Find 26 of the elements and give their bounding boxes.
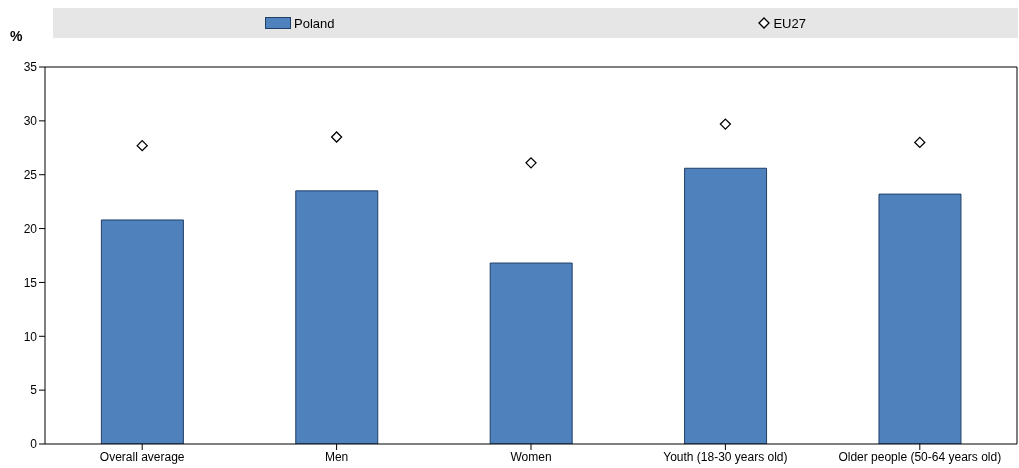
y-tick-label: 10 (23, 329, 38, 344)
point (719, 118, 732, 130)
y-tick-label: 15 (23, 275, 38, 290)
point (525, 157, 537, 169)
y-tick-label: 5 (30, 383, 38, 398)
x-tick-label: Youth (18-30 years old) (663, 449, 788, 464)
legend-label: EU27 (773, 15, 806, 31)
y-tick-label: 20 (23, 221, 38, 236)
point (330, 131, 343, 143)
y-tick-label: 35 (23, 60, 38, 75)
bar (489, 262, 573, 444)
bar (295, 190, 379, 444)
x-tick-label: Men (324, 449, 349, 464)
y-axis-title: % (10, 28, 23, 44)
x-tick-label: Women (510, 449, 552, 464)
bar (100, 219, 184, 444)
point (914, 136, 926, 149)
x-tick-label: Overall average (99, 449, 185, 464)
y-tick-label: 0 (30, 437, 38, 452)
legend-label: Poland (293, 15, 335, 31)
y-tick-label: 30 (23, 114, 38, 129)
bar (878, 193, 962, 444)
x-tick-label: Older people (50-64 years old) (838, 449, 1002, 464)
bar (684, 167, 768, 444)
y-tick-label: 25 (23, 167, 38, 182)
point (136, 139, 148, 152)
